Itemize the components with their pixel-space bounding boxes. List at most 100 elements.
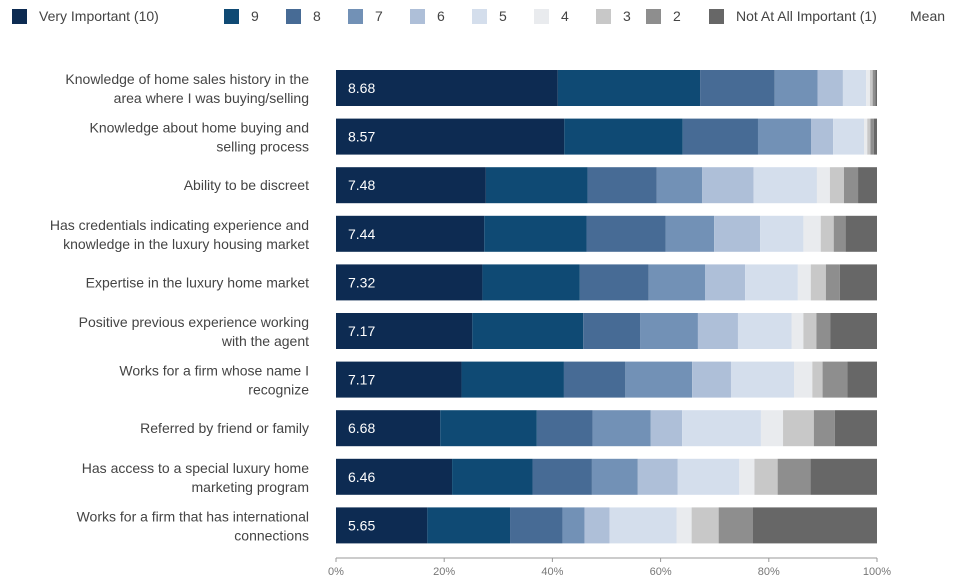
- bar-segment-r7-s0: [336, 410, 441, 447]
- bar-segment-r9-s2: [510, 507, 563, 544]
- bar-segment-r0-s8: [872, 70, 876, 106]
- bar-segment-r0-s2: [700, 70, 775, 106]
- legend-swatch-8: [646, 9, 661, 24]
- bar-segment-r3-s9: [845, 215, 877, 252]
- bar-segment-r2-s4: [702, 167, 754, 204]
- x-tick-label-2: 40%: [541, 566, 563, 578]
- bar-segment-r8-s6: [739, 458, 755, 495]
- x-tick-label-5: 100%: [863, 566, 891, 578]
- bar-segment-r1-s9: [873, 118, 877, 155]
- category-label-7-line-0: Referred by friend or family: [140, 420, 309, 436]
- bar-segment-r5-s3: [640, 313, 698, 349]
- bar-segment-r6-s9: [847, 361, 877, 398]
- bar-segment-r3-s1: [484, 215, 587, 252]
- category-label-0-line-0: Knowledge of home sales history in the: [65, 71, 309, 87]
- category-label-0-line-1: area where I was buying/selling: [114, 90, 309, 106]
- bar-segment-r1-s3: [757, 118, 811, 155]
- mean-label-7: 6.68: [348, 420, 375, 436]
- category-label-4-line-0: Expertise in the luxury home market: [86, 274, 309, 290]
- legend-swatch-3: [348, 9, 363, 24]
- bar-segment-r5-s1: [472, 313, 584, 349]
- bar-segment-r3-s0: [336, 215, 485, 252]
- legend-label-4: 6: [437, 8, 445, 24]
- bar-segment-r0-s3: [774, 70, 818, 106]
- bar-segment-r1-s0: [336, 118, 565, 155]
- bar-segment-r7-s8: [813, 410, 835, 447]
- legend-label-10: Mean: [910, 8, 945, 24]
- bar-segment-r8-s7: [754, 458, 778, 495]
- bar-segment-r7-s7: [783, 410, 814, 447]
- legend-label-9: Not At All Important (1): [736, 8, 877, 24]
- bar-segment-r7-s6: [760, 410, 784, 447]
- bar-segment-r5-s4: [697, 313, 738, 349]
- bar-segment-r7-s9: [834, 410, 877, 447]
- bar-segment-r1-s5: [833, 118, 865, 155]
- bar-segment-r8-s2: [532, 458, 592, 495]
- bar-segment-r2-s3: [656, 167, 703, 204]
- mean-label-9: 5.65: [348, 517, 375, 533]
- bar-segment-r5-s7: [803, 313, 817, 349]
- category-label-8-line-1: marketing program: [192, 479, 310, 495]
- category-label-6-line-1: recognize: [248, 382, 309, 398]
- bar-segment-r4-s8: [825, 264, 840, 301]
- mean-label-2: 7.48: [348, 177, 375, 193]
- bar-segment-r0-s5: [842, 70, 867, 106]
- bar-segment-r6-s4: [692, 361, 731, 398]
- bar-segment-r2-s2: [587, 167, 657, 204]
- legend-label-5: 5: [499, 8, 507, 24]
- x-tick-label-4: 80%: [758, 566, 780, 578]
- bar-segment-r7-s3: [592, 410, 651, 447]
- legend-label-8: 2: [673, 8, 681, 24]
- category-label-8-line-0: Has access to a special luxury home: [82, 460, 309, 476]
- bar-segment-r4-s0: [336, 264, 483, 301]
- bar-segment-r5-s2: [583, 313, 641, 349]
- bar-segment-r5-s6: [791, 313, 804, 349]
- bar-segment-r9-s6: [676, 507, 692, 544]
- bar-segment-r3-s5: [760, 215, 804, 252]
- bar-segment-r9-s3: [562, 507, 585, 544]
- category-label-3-line-0: Has credentials indicating experience an…: [50, 217, 309, 233]
- bar-segment-r8-s0: [336, 458, 453, 495]
- mean-label-0: 8.68: [348, 80, 375, 96]
- bar-segment-r5-s5: [737, 313, 792, 349]
- bar-segment-r3-s8: [833, 215, 846, 252]
- bar-segment-r5-s8: [816, 313, 831, 349]
- bar-segment-r4-s9: [839, 264, 877, 301]
- bar-segment-r6-s5: [730, 361, 795, 398]
- bar-segment-r1-s4: [811, 118, 834, 155]
- category-label-1-line-0: Knowledge about home buying and: [89, 120, 309, 136]
- bar-segment-r1-s8: [870, 118, 874, 155]
- bar-segment-r2-s9: [858, 167, 877, 204]
- bar-segment-r6-s6: [794, 361, 813, 398]
- mean-label-4: 7.32: [348, 274, 375, 290]
- bar-segment-r8-s1: [452, 458, 533, 495]
- bar-segment-r7-s4: [650, 410, 683, 447]
- category-label-9-line-0: Works for a firm that has international: [77, 508, 309, 524]
- bar-segment-r4-s7: [810, 264, 826, 301]
- legend-swatch-1: [224, 9, 239, 24]
- legend-swatch-5: [472, 9, 487, 24]
- bar-segment-r4-s5: [745, 264, 798, 301]
- bar-segment-r5-s9: [830, 313, 877, 349]
- bar-segment-r9-s9: [752, 507, 877, 544]
- bar-segment-r8-s8: [777, 458, 811, 495]
- bar-segment-r8-s9: [810, 458, 877, 495]
- bar-segment-r7-s1: [440, 410, 537, 447]
- bar-segment-r7-s5: [682, 410, 761, 447]
- mean-label-8: 6.46: [348, 469, 375, 485]
- bar-segment-r6-s0: [336, 361, 462, 398]
- bar-segment-r4-s2: [579, 264, 649, 301]
- bar-segment-r8-s4: [637, 458, 678, 495]
- category-label-2-line-0: Ability to be discreet: [184, 177, 309, 193]
- bar-segment-r2-s5: [753, 167, 817, 204]
- bar-segment-r0-s4: [817, 70, 843, 106]
- bars: [336, 70, 877, 544]
- legend-label-3: 7: [375, 8, 383, 24]
- category-label-3-line-1: knowledge in the luxury housing market: [63, 236, 309, 252]
- legend-label-6: 4: [561, 8, 569, 24]
- bar-segment-r7-s2: [536, 410, 593, 447]
- category-label-5-line-0: Positive previous experience working: [79, 314, 309, 330]
- bar-segment-r2-s7: [829, 167, 844, 204]
- bar-segment-r6-s1: [461, 361, 564, 398]
